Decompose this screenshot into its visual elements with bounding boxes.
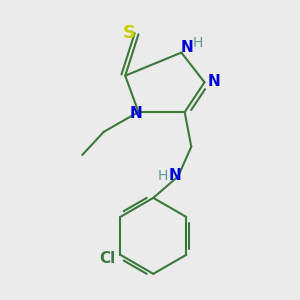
Text: S: S: [123, 24, 136, 42]
Text: Cl: Cl: [100, 251, 116, 266]
Text: H: H: [193, 36, 203, 50]
Text: H: H: [158, 169, 168, 183]
Text: N: N: [168, 168, 181, 183]
Text: N: N: [129, 106, 142, 121]
Text: N: N: [208, 74, 221, 89]
Text: N: N: [181, 40, 194, 55]
